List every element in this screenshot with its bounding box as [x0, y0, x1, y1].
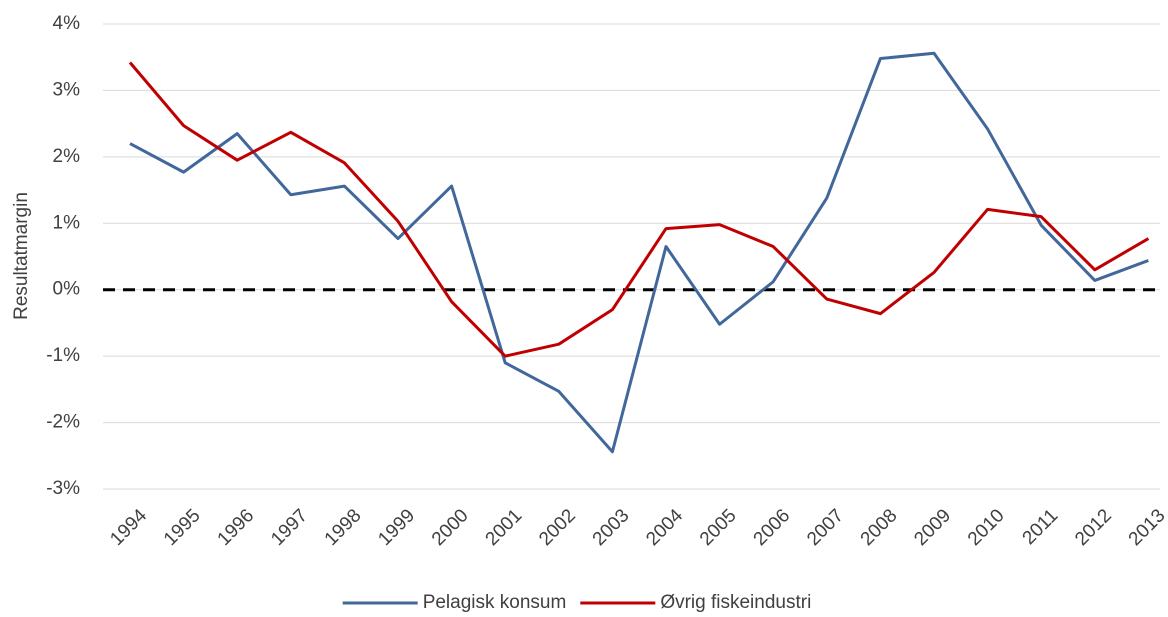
x-tick-label: 2005 — [696, 505, 741, 550]
x-tick-label: 2010 — [964, 505, 1009, 550]
y-axis-label: Resultatmargin — [11, 192, 32, 320]
x-tick-label: 2009 — [910, 505, 955, 550]
x-tick-label: 2013 — [1125, 505, 1168, 550]
x-tick-label: 2001 — [482, 505, 527, 550]
x-tick-label: 2002 — [535, 505, 580, 550]
x-tick-label: 2006 — [750, 505, 795, 550]
y-tick-label: 3% — [53, 79, 81, 100]
x-tick-label: 1994 — [106, 505, 151, 550]
y-tick-label: -2% — [46, 412, 80, 433]
y-tick-label: 1% — [53, 212, 81, 233]
x-tick-label: 2011 — [1019, 505, 1063, 549]
x-tick-label: 1999 — [374, 505, 419, 550]
x-tick-label: 1997 — [267, 505, 312, 550]
y-tick-label: -3% — [46, 478, 80, 499]
legend-label: Øvrig fiskeindustri — [660, 592, 811, 613]
y-tick-label: 0% — [53, 279, 81, 300]
x-tick-label: 2007 — [803, 505, 848, 550]
x-tick-label: 1998 — [321, 505, 366, 550]
series-line — [129, 51, 1149, 454]
y-tick-label: -1% — [46, 345, 80, 366]
x-tick-label: 1996 — [214, 505, 259, 550]
legend-label: Pelagisk konsum — [423, 592, 567, 613]
x-tick-label: 2004 — [642, 505, 687, 550]
x-tick-label: 1995 — [160, 505, 205, 550]
y-tick-label: 4% — [53, 13, 81, 34]
x-tick-label: 2008 — [857, 505, 902, 550]
x-tick-label: 2000 — [428, 505, 473, 550]
x-tick-label: 2003 — [589, 505, 634, 550]
series-line — [128, 61, 1150, 358]
y-tick-label: 2% — [53, 146, 81, 167]
x-tick-label: 2012 — [1071, 505, 1116, 550]
